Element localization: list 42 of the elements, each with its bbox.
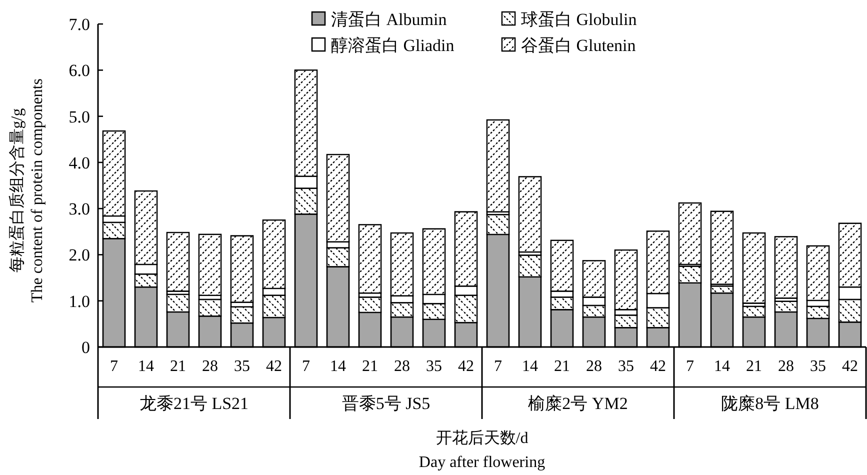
text: 陇糜8号 LM8: [721, 394, 819, 413]
y-tick-label: 2.0: [68, 246, 90, 265]
x-tick-label: 21: [170, 358, 186, 375]
y-tick-label: 1.0: [68, 292, 90, 311]
y-tick-label: 3.0: [68, 200, 90, 219]
x-tick-label: 35: [426, 358, 442, 375]
x-tick-label: 21: [362, 358, 378, 375]
x-tick-label: 14: [138, 358, 154, 375]
legend-label: 球蛋白 Globulin: [521, 10, 638, 29]
x-tick-label: 42: [842, 358, 858, 375]
x-tick-label: 21: [554, 358, 570, 375]
x-tick-label: 42: [650, 358, 666, 375]
x-tick-label: 28: [394, 358, 410, 375]
x-tick-label: 28: [778, 358, 794, 375]
x-tick-label: 7: [110, 358, 118, 375]
x-tick-label: 35: [234, 358, 250, 375]
legend-label: 醇溶蛋白 Gliadin: [331, 36, 455, 55]
legend-label: 清蛋白 Albumin: [331, 10, 448, 29]
x-tick-label: 21: [746, 358, 762, 375]
y-tick-label: 7.0: [68, 15, 90, 34]
x-tick-label: 28: [586, 358, 602, 375]
x-tick-label: 7: [494, 358, 502, 375]
y-tick-label: 0: [82, 338, 90, 357]
x-tick-label: 14: [522, 358, 538, 375]
y-tick-label: 6.0: [68, 61, 90, 80]
y-axis-title: 每粒蛋白质组分含量g/g The content of protein components: [8, 78, 46, 302]
text: 晋黍5号 JS5: [342, 394, 430, 413]
x-tick-label: 7: [302, 358, 310, 375]
y-tick-label: 4.0: [68, 153, 90, 172]
x-tick-label: 42: [458, 358, 474, 375]
y-tick-label: 5.0: [68, 107, 90, 126]
x-tick-label: 35: [618, 358, 634, 375]
x-tick-label: 35: [810, 358, 826, 375]
text: 榆糜2号 YM2: [528, 394, 628, 413]
x-tick-label: 42: [266, 358, 282, 375]
legend-label: 谷蛋白 Glutenin: [521, 36, 636, 55]
text: 龙黍21号 LS21: [139, 394, 249, 413]
x-tick-label: 14: [714, 358, 730, 375]
x-tick-label: 7: [686, 358, 694, 375]
x-axis-title: 开花后天数/d Day after flowering: [418, 429, 546, 471]
x-tick-label: 14: [330, 358, 346, 375]
x-tick-label: 28: [202, 358, 218, 375]
